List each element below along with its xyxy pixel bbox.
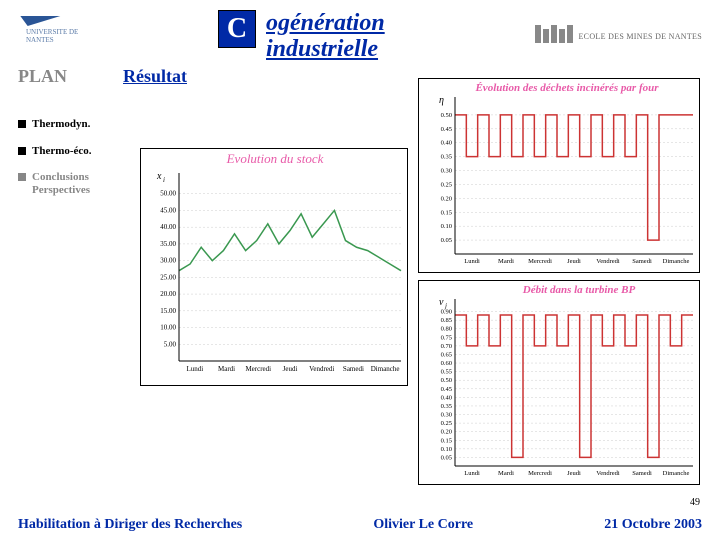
svg-text:v: v: [439, 297, 444, 308]
svg-text:50.00: 50.00: [160, 190, 176, 198]
svg-text:0.55: 0.55: [441, 369, 452, 376]
bullet-icon: [18, 173, 26, 181]
svg-text:0.50: 0.50: [441, 377, 452, 384]
svg-text:Lundi: Lundi: [186, 365, 203, 373]
svg-text:10.00: 10.00: [160, 324, 176, 332]
svg-text:Dimanche: Dimanche: [371, 365, 400, 373]
chart-dechets: Évolution des déchets incinérés par four…: [418, 78, 700, 273]
header: UNIVERSITE DE NANTES C ogénération indus…: [0, 0, 720, 64]
svg-text:0.60: 0.60: [441, 360, 452, 367]
svg-text:0.20: 0.20: [441, 429, 452, 436]
svg-text:0.15: 0.15: [441, 437, 452, 444]
svg-text:0.90: 0.90: [441, 309, 452, 316]
title-rest: ogénération industrielle: [266, 10, 385, 63]
svg-text:Mardi: Mardi: [218, 365, 235, 373]
svg-text:Vendredi: Vendredi: [309, 365, 334, 373]
charts-area: Evolution du stock x i 5.00 10.00 15.00 20.…: [140, 78, 705, 488]
svg-text:Lundi: Lundi: [464, 258, 480, 265]
svg-text:0.40: 0.40: [441, 140, 452, 147]
svg-text:0.45: 0.45: [441, 126, 452, 133]
svg-text:5.00: 5.00: [164, 340, 177, 348]
svg-text:0.70: 0.70: [441, 343, 452, 350]
svg-text:0.75: 0.75: [441, 334, 452, 341]
svg-text:0.65: 0.65: [441, 351, 452, 358]
footer: Habilitation à Diriger des Recherches Ol…: [0, 510, 720, 540]
svg-text:Vendredi: Vendredi: [596, 258, 620, 265]
bullet-icon: [18, 120, 26, 128]
svg-text:Dimanche: Dimanche: [663, 470, 690, 477]
svg-text:Mercredi: Mercredi: [528, 470, 552, 477]
svg-text:Mercredi: Mercredi: [245, 365, 271, 373]
footer-right: 21 Octobre 2003: [604, 517, 702, 533]
svg-text:Lundi: Lundi: [464, 470, 480, 477]
sidebar-item-conclusions: ConclusionsPerspectives: [18, 171, 123, 196]
svg-text:30.00: 30.00: [160, 257, 176, 265]
plan-label: PLAN: [18, 66, 123, 87]
svg-text:0.35: 0.35: [441, 403, 452, 410]
chart-turbine-title: Débit dans la turbine BP: [522, 284, 636, 296]
sidebar-item-thermodyn: Thermodyn.: [18, 118, 123, 131]
svg-text:45.00: 45.00: [160, 206, 176, 214]
svg-text:Samedi: Samedi: [632, 258, 652, 265]
svg-text:0.15: 0.15: [441, 209, 452, 216]
svg-text:Samedi: Samedi: [343, 365, 364, 373]
svg-text:Vendredi: Vendredi: [596, 470, 620, 477]
svg-text:Jeudi: Jeudi: [567, 470, 581, 477]
svg-text:Dimanche: Dimanche: [663, 258, 690, 265]
sidebar-item-thermoeco: Thermo-éco.: [18, 145, 123, 158]
svg-text:x: x: [156, 171, 162, 182]
svg-text:15.00: 15.00: [160, 307, 176, 315]
svg-text:0.50: 0.50: [441, 112, 452, 119]
svg-text:0.30: 0.30: [441, 168, 452, 175]
svg-text:i: i: [163, 176, 165, 184]
page-title: C ogénération industrielle: [218, 10, 385, 63]
svg-text:Jeudi: Jeudi: [567, 258, 581, 265]
chart-stock-title: Evolution du stock: [226, 151, 324, 166]
svg-text:0.05: 0.05: [441, 454, 452, 461]
svg-text:0.80: 0.80: [441, 326, 452, 333]
svg-text:Mercredi: Mercredi: [528, 258, 552, 265]
title-letter-c: C: [218, 10, 256, 48]
em-bars-icon: [535, 25, 575, 48]
svg-text:Mardi: Mardi: [498, 470, 514, 477]
footer-left: Habilitation à Diriger des Recherches: [18, 517, 242, 533]
sidebar: Thermodyn. Thermo-éco. ConclusionsPerspe…: [18, 118, 123, 211]
svg-text:0.20: 0.20: [441, 195, 452, 202]
svg-text:35.00: 35.00: [160, 240, 176, 248]
svg-text:40.00: 40.00: [160, 223, 176, 231]
svg-text:0.45: 0.45: [441, 386, 452, 393]
svg-text:0.25: 0.25: [441, 420, 452, 427]
bullet-icon: [18, 147, 26, 155]
svg-text:0.40: 0.40: [441, 394, 452, 401]
footer-mid: Olivier Le Corre: [373, 517, 473, 533]
universite-logo: UNIVERSITE DE NANTES: [18, 16, 98, 56]
svg-text:0.10: 0.10: [441, 446, 452, 453]
svg-text:25.00: 25.00: [160, 273, 176, 281]
chart-dechets-title: Évolution des déchets incinérés par four: [474, 82, 659, 94]
svg-text:0.30: 0.30: [441, 412, 452, 419]
ecole-mines-logo: ECOLE DES MINES DE NANTES: [535, 25, 703, 48]
svg-text:η: η: [439, 95, 444, 106]
svg-text:0.05: 0.05: [441, 237, 452, 244]
svg-text:0.25: 0.25: [441, 181, 452, 188]
svg-text:0.35: 0.35: [441, 154, 452, 161]
svg-text:20.00: 20.00: [160, 290, 176, 298]
svg-text:Jeudi: Jeudi: [283, 365, 298, 373]
chart-turbine: Débit dans la turbine BP v j 0.050.100.1…: [418, 280, 700, 485]
svg-text:0.10: 0.10: [441, 223, 452, 230]
svg-text:Samedi: Samedi: [632, 470, 652, 477]
chart-stock: Evolution du stock x i 5.00 10.00 15.00 20.…: [140, 148, 408, 386]
page-number: 49: [690, 497, 700, 508]
svg-text:0.85: 0.85: [441, 317, 452, 324]
svg-text:Mardi: Mardi: [498, 258, 514, 265]
